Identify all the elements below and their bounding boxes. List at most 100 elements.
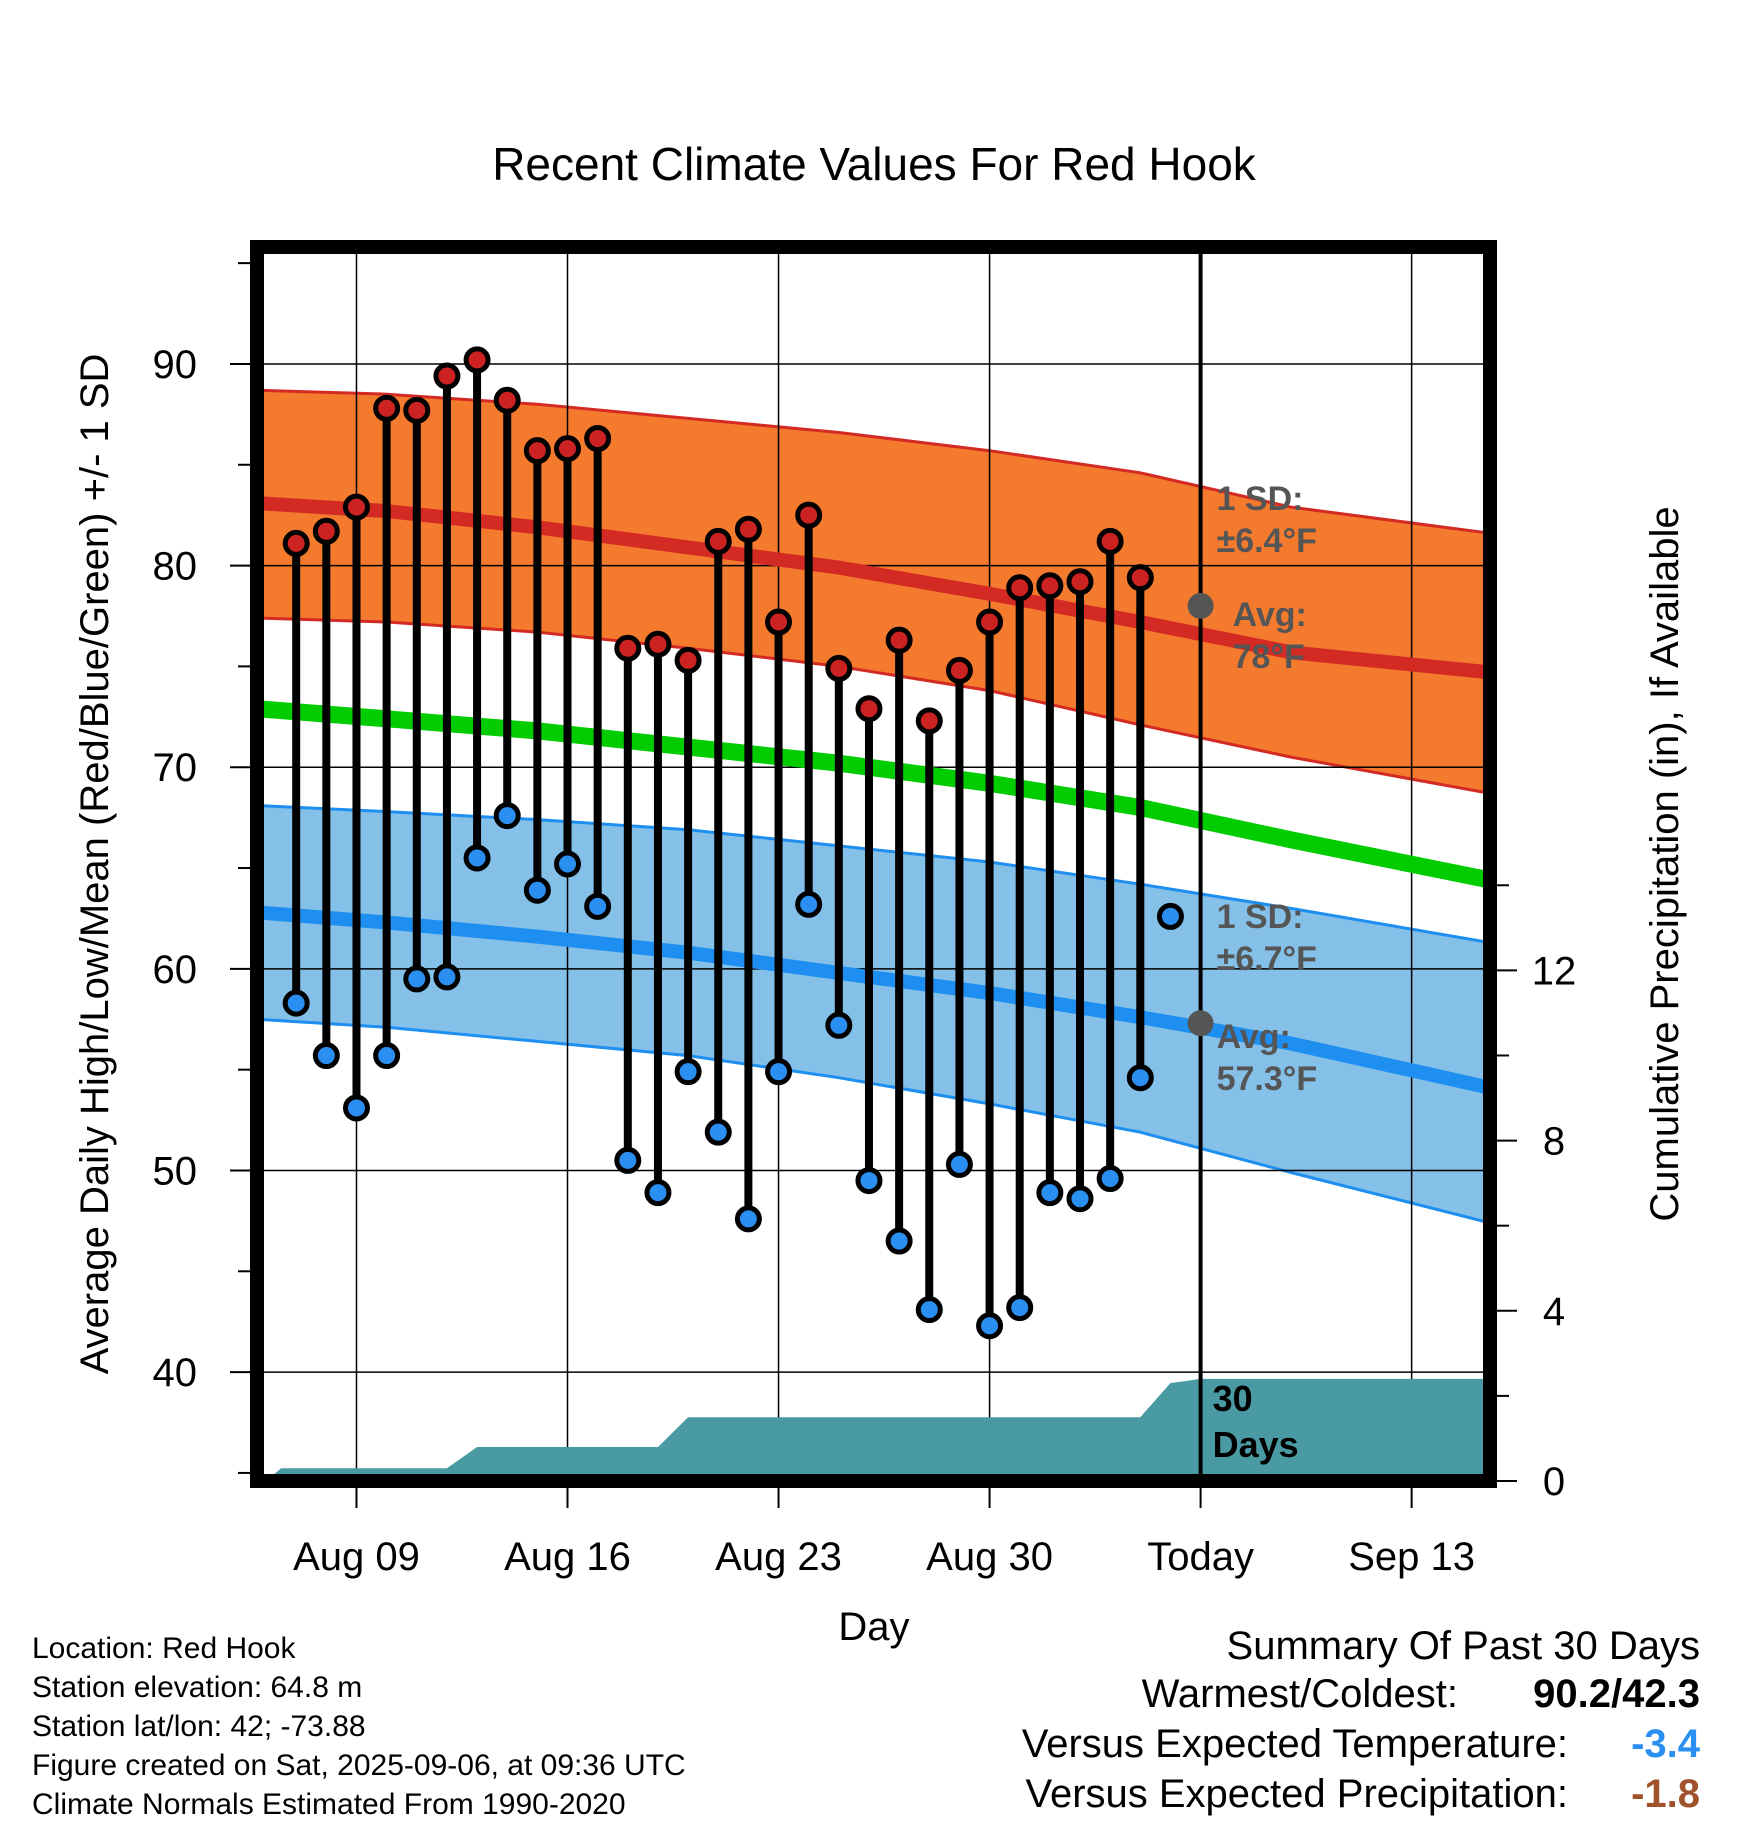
daily-high-point <box>644 630 672 658</box>
high-sd-value: ±6.4°F <box>1217 522 1317 560</box>
low-avg-value: 57.3°F <box>1217 1060 1318 1098</box>
daily-high-point <box>614 634 642 662</box>
y-tick-label-2: 60 <box>153 948 198 992</box>
daily-low-point <box>674 1058 702 1086</box>
high-band-upper-edge <box>257 388 1490 535</box>
daily-low-point <box>644 1179 672 1207</box>
daily-low-point <box>403 965 431 993</box>
low-avg-label: Avg: <box>1217 1018 1291 1056</box>
plot-layer <box>257 247 1490 1481</box>
days-label-word: Days <box>1213 1424 1299 1465</box>
daily-low-point <box>885 1227 913 1255</box>
daily-low-point <box>1066 1185 1094 1213</box>
footer-elevation: Station elevation: 64.8 m <box>32 1671 363 1704</box>
y2-tick-label-3: 12 <box>1532 949 1577 993</box>
x-tick-label-1: Aug 16 <box>504 1535 631 1579</box>
plot-frame <box>250 240 1497 1488</box>
daily-high-point <box>523 437 551 465</box>
footer-normals: Climate Normals Estimated From 1990-2020 <box>32 1788 626 1821</box>
summary-precip-label: Versus Expected Precipitation: <box>1025 1772 1568 1816</box>
precip-area <box>266 1378 1490 1481</box>
high-avg-value: 78°F <box>1233 638 1305 676</box>
x-tick-label-5: Sep 13 <box>1348 1535 1475 1579</box>
summary-warm-cold-value: 90.2/42.3 <box>1533 1672 1700 1716</box>
x-tick-label-4: Today <box>1147 1535 1254 1579</box>
daily-low-point <box>1096 1165 1124 1193</box>
daily-high-point <box>885 626 913 654</box>
y2-tick-label-2: 8 <box>1543 1120 1565 1164</box>
y-tick-label-1: 50 <box>153 1149 198 1193</box>
daily-high-point <box>704 527 732 555</box>
daily-high-point <box>584 425 612 453</box>
daily-low-point <box>433 963 461 991</box>
low-avg-marker <box>1187 1010 1214 1037</box>
daily-high-point <box>945 656 973 684</box>
daily-high-point <box>976 608 1004 636</box>
daily-low-point <box>554 850 582 878</box>
daily-high-point <box>765 608 793 636</box>
y2-tick-label-0: 0 <box>1543 1460 1565 1504</box>
daily-low-point <box>765 1058 793 1086</box>
daily-low-point <box>976 1312 1004 1340</box>
daily-low-point <box>373 1042 401 1070</box>
daily-high-point <box>915 707 943 735</box>
daily-high-point <box>403 396 431 424</box>
daily-low-point <box>1036 1179 1064 1207</box>
daily-high-point <box>312 517 340 545</box>
daily-low-point <box>825 1011 853 1039</box>
daily-low-point <box>795 890 823 918</box>
days-label-count: 30 <box>1213 1378 1253 1419</box>
x-tick-label-3: Aug 30 <box>926 1535 1053 1579</box>
y-tick-label-3: 70 <box>153 746 198 790</box>
daily-high-point <box>855 695 883 723</box>
daily-low-point <box>1126 1064 1154 1092</box>
x-tick-label-2: Aug 23 <box>715 1535 842 1579</box>
daily-low-point <box>704 1118 732 1146</box>
chart-title: Recent Climate Values For Red Hook <box>492 138 1257 190</box>
daily-low-point <box>463 844 491 872</box>
daily-high-point <box>674 646 702 674</box>
daily-low-point <box>523 876 551 904</box>
daily-high-point <box>463 346 491 374</box>
daily-high-point <box>342 493 370 521</box>
daily-high-point <box>554 435 582 463</box>
y-tick-label-5: 90 <box>153 343 198 387</box>
high-avg-label: Avg: <box>1233 596 1307 634</box>
summary-warm-cold-label: Warmest/Coldest: <box>1141 1672 1458 1716</box>
footer-created: Figure created on Sat, 2025-09-06, at 09… <box>32 1749 686 1782</box>
daily-high-point <box>493 386 521 414</box>
footer-location: Location: Red Hook <box>32 1632 296 1665</box>
daily-high-point <box>282 529 310 557</box>
footer-latlon: Station lat/lon: 42; -73.88 <box>32 1710 366 1743</box>
y-tick-label-4: 80 <box>153 545 198 589</box>
daily-low-point <box>493 802 521 830</box>
daily-high-point <box>734 515 762 543</box>
summary-title: Summary Of Past 30 Days <box>1226 1624 1700 1668</box>
y-tick-label-0: 40 <box>153 1351 198 1395</box>
daily-high-point <box>1066 568 1094 596</box>
low-sd-band <box>257 805 1490 1223</box>
x-tick-label-0: Aug 09 <box>293 1535 420 1579</box>
daily-low-point <box>855 1167 883 1195</box>
daily-high-point <box>1126 564 1154 592</box>
daily-high-point <box>795 501 823 529</box>
daily-low-point <box>1156 902 1184 930</box>
daily-high-point <box>1006 574 1034 602</box>
daily-low-point <box>282 989 310 1017</box>
daily-high-point <box>1036 572 1064 600</box>
daily-low-point <box>614 1146 642 1174</box>
low-band-lower-edge <box>257 1017 1490 1225</box>
daily-low-point <box>342 1094 370 1122</box>
high-sd-band <box>257 390 1490 794</box>
daily-low-point <box>734 1205 762 1233</box>
summary-temp-value: -3.4 <box>1631 1722 1700 1766</box>
daily-low-point <box>584 892 612 920</box>
daily-high-point <box>373 394 401 422</box>
daily-low-point <box>915 1296 943 1324</box>
y-axis-label: Average Daily High/Low/Mean (Red/Blue/Gr… <box>73 354 117 1375</box>
normal-high-line <box>257 496 1490 680</box>
high-sd-label: 1 SD: <box>1217 480 1304 518</box>
daily-high-point <box>1096 527 1124 555</box>
